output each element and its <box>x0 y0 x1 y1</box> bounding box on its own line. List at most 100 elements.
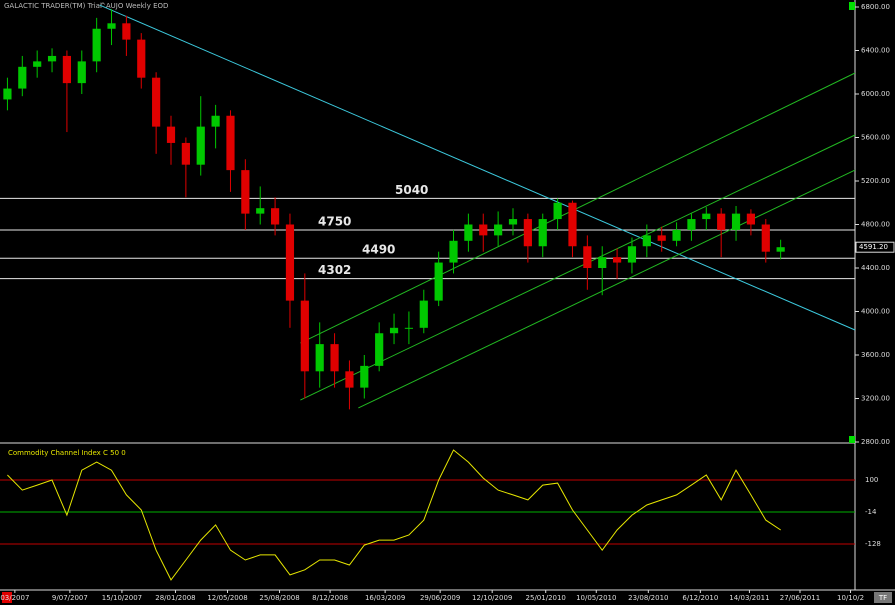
symbol-title: ^AUJO Weekly EOD <box>100 2 168 10</box>
candle-body <box>241 170 250 214</box>
candle-body <box>18 66 27 89</box>
candle-body <box>627 246 637 263</box>
candle-body <box>523 219 532 247</box>
trendline <box>300 134 856 401</box>
candle-body <box>77 61 86 84</box>
y-tick-label: 6400.00 <box>861 47 890 55</box>
candle-body <box>330 344 339 372</box>
y-tick-label: 6000.00 <box>861 90 890 98</box>
y-tick-label: 5600.00 <box>861 134 890 142</box>
candle-body <box>746 213 756 225</box>
level-label: 4490 <box>362 243 395 257</box>
candle-body <box>449 240 458 263</box>
candle-body <box>92 28 101 62</box>
candle-body <box>196 126 205 165</box>
candle-body <box>419 300 428 328</box>
indicator-title: Commodity Channel Index C 50 0 <box>8 449 126 457</box>
trendline <box>358 169 856 409</box>
x-tick-label: 10/10/2 <box>837 594 864 602</box>
x-tick-label: 12/10/2009 <box>472 594 512 602</box>
candle-body <box>345 371 354 388</box>
candle-body <box>256 208 265 214</box>
candle-body <box>761 224 770 252</box>
y-tick-label: 4000.00 <box>861 308 890 316</box>
panel-marker <box>849 2 855 10</box>
candle-body <box>270 208 280 225</box>
candle-body <box>226 115 235 171</box>
y-tick-label: 4800.00 <box>861 221 890 229</box>
x-tick-label: 25/08/2008 <box>259 594 299 602</box>
level-label: 5040 <box>395 183 428 197</box>
y-tick-label: 100 <box>865 476 878 484</box>
x-tick-label: 14/03/2011 <box>729 594 769 602</box>
candle-body <box>47 55 57 62</box>
scroll-marker <box>2 592 12 603</box>
y-tick-label: -128 <box>865 540 881 548</box>
candle-body <box>717 213 726 230</box>
candle-body <box>122 23 131 40</box>
x-tick-label: 9/07/2007 <box>52 594 88 602</box>
y-tick-label: 2800.00 <box>861 438 890 446</box>
x-tick-label: 27/06/2011 <box>780 594 820 602</box>
candle-body <box>375 333 384 366</box>
panel-marker <box>849 436 855 443</box>
candle-body <box>508 219 518 225</box>
candle-body <box>702 213 711 220</box>
candle-body <box>107 23 116 29</box>
candle-body <box>62 55 72 84</box>
candle-body <box>612 257 622 263</box>
candle-body <box>479 224 488 236</box>
candle-body <box>152 77 161 127</box>
candle-body <box>33 61 42 67</box>
level-label: 4302 <box>318 263 351 277</box>
y-tick-label: 5200.00 <box>861 177 890 185</box>
candle-body <box>404 327 414 329</box>
candle-body <box>360 365 369 388</box>
app-title: GALACTIC TRADER(TM) Trial <box>4 2 102 10</box>
candle-body <box>672 229 681 241</box>
x-tick-label: 29/06/2009 <box>420 594 460 602</box>
candle-body <box>300 300 309 372</box>
trendline <box>300 72 856 344</box>
x-tick-label: 8/12/2008 <box>312 594 348 602</box>
candle-body <box>211 115 220 127</box>
corner-box <box>874 592 892 603</box>
x-tick-label: 28/01/2008 <box>155 594 195 602</box>
x-tick-label: 10/05/2010 <box>576 594 616 602</box>
x-tick-label: 15/10/2007 <box>102 594 142 602</box>
x-tick-label: 12/05/2008 <box>207 594 247 602</box>
candle-body <box>166 126 176 143</box>
corner-label: TF <box>878 594 887 602</box>
x-tick-label: 16/03/2009 <box>365 594 405 602</box>
candle-body <box>285 224 295 301</box>
candle-body <box>3 88 12 100</box>
last-price-box <box>855 241 895 253</box>
y-tick-label: 4400.00 <box>861 264 890 272</box>
y-tick-label: 3600.00 <box>861 351 890 359</box>
candle-body <box>776 247 785 252</box>
x-tick-label: 25/01/2010 <box>526 594 566 602</box>
y-tick-label: -14 <box>865 508 877 516</box>
x-tick-label: 03/2007 <box>0 594 29 602</box>
candle-body <box>642 235 651 247</box>
candle-body <box>494 224 503 236</box>
y-tick-label: 6800.00 <box>861 3 890 11</box>
last-price-label: 4591.20 <box>859 243 888 251</box>
candle-body <box>464 224 473 241</box>
y-tick-label: 3200.00 <box>861 395 890 403</box>
candle-body <box>315 344 324 372</box>
cci-line <box>7 449 781 581</box>
candle-body <box>598 257 607 268</box>
candle-body <box>657 235 666 241</box>
candle-body <box>553 202 562 220</box>
candle-body <box>583 246 592 268</box>
candle-body <box>181 142 190 165</box>
x-tick-label: 6/12/2010 <box>682 594 718 602</box>
candle-body <box>538 219 547 247</box>
candle-body <box>568 202 577 247</box>
candle-body <box>389 327 399 334</box>
level-label: 4750 <box>318 214 351 228</box>
